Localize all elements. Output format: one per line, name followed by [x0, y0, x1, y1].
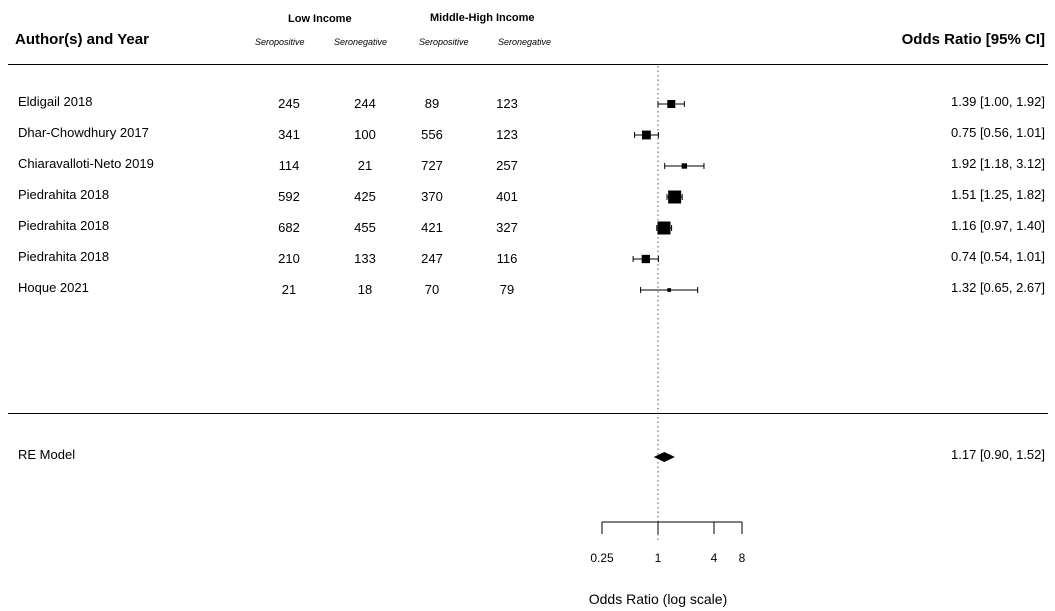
- study-label: Chiaravalloti-Neto 2019: [18, 156, 154, 171]
- ci-text: 1.39 [1.00, 1.92]: [951, 94, 1045, 109]
- count-cell: 455: [354, 220, 376, 235]
- count-cell: 401: [496, 189, 518, 204]
- count-cell: 341: [278, 127, 300, 142]
- point-estimate: [668, 190, 682, 204]
- point-estimate: [657, 221, 671, 235]
- point-estimate: [641, 254, 650, 264]
- count-cell: 244: [354, 96, 376, 111]
- count-cell: 123: [496, 127, 518, 142]
- ci-text: 0.74 [0.54, 1.01]: [951, 249, 1045, 264]
- mid-seronegative-subheader: Seronegative: [498, 37, 552, 47]
- count-cell: 556: [421, 127, 443, 142]
- mid-seropositive-subheader: Seropositive: [419, 37, 469, 47]
- x-tick-label: 4: [711, 551, 718, 565]
- count-cell: 18: [357, 282, 373, 297]
- count-cell: 114: [278, 158, 300, 173]
- count-cell: 592: [278, 189, 300, 204]
- summary-diamond: [653, 452, 675, 462]
- count-cell: 123: [496, 96, 518, 111]
- count-cell: 327: [496, 220, 518, 235]
- header-rule: [8, 64, 1048, 65]
- low-seronegative-subheader: Seronegative: [334, 37, 388, 47]
- count-cell: 727: [421, 158, 443, 173]
- ci-text: 0.75 [0.56, 1.01]: [951, 125, 1045, 140]
- count-cell: 21: [281, 282, 297, 297]
- point-estimate: [667, 288, 672, 292]
- count-cell: 100: [354, 127, 376, 142]
- count-cell: 79: [499, 282, 515, 297]
- count-cell: 257: [496, 158, 518, 173]
- count-cell: 70: [424, 282, 440, 297]
- x-tick-label: 8: [739, 551, 746, 565]
- summary-rule: [8, 413, 1048, 414]
- x-axis-title: Odds Ratio (log scale): [589, 591, 728, 607]
- point-estimate: [667, 100, 676, 108]
- count-cell: 682: [278, 220, 300, 235]
- count-cell: 116: [496, 251, 518, 266]
- ci-text: 1.16 [0.97, 1.40]: [951, 218, 1045, 233]
- low-seropositive-subheader: Seropositive: [255, 37, 305, 47]
- x-tick-label: 0.25: [590, 551, 614, 565]
- point-estimate: [641, 130, 651, 140]
- count-cell: 133: [354, 251, 376, 266]
- ci-text: 1.32 [0.65, 2.67]: [951, 280, 1045, 295]
- ci-text: 1.92 [1.18, 3.12]: [951, 156, 1045, 171]
- study-label: Piedrahita 2018: [18, 218, 110, 233]
- count-cell: 421: [421, 220, 443, 235]
- ci-text: 1.51 [1.25, 1.82]: [951, 187, 1045, 202]
- count-cell: 370: [421, 189, 443, 204]
- study-label: Hoque 2021: [18, 280, 89, 295]
- count-cell: 89: [424, 96, 440, 111]
- odds-ratio-column-header: Odds Ratio [95% CI]: [901, 31, 1045, 48]
- count-cell: 210: [278, 251, 300, 266]
- count-cell: 245: [278, 96, 300, 111]
- point-estimate: [681, 163, 688, 169]
- study-label: Eldigail 2018: [18, 94, 93, 109]
- study-label: Piedrahita 2018: [18, 249, 110, 264]
- study-label: Dhar-Chowdhury 2017: [18, 125, 149, 140]
- count-cell: 21: [357, 158, 373, 173]
- summary-ci-text: 1.17 [0.90, 1.52]: [951, 447, 1045, 462]
- middle-high-income-group-header: Middle-High Income: [430, 12, 535, 24]
- study-label: Piedrahita 2018: [18, 187, 110, 202]
- low-income-group-header: Low Income: [288, 13, 352, 25]
- count-cell: 425: [354, 189, 376, 204]
- count-cell: 247: [421, 251, 443, 266]
- x-tick-label: 1: [655, 551, 662, 565]
- study-column-header: Author(s) and Year: [15, 31, 149, 48]
- summary-label: RE Model: [18, 447, 76, 462]
